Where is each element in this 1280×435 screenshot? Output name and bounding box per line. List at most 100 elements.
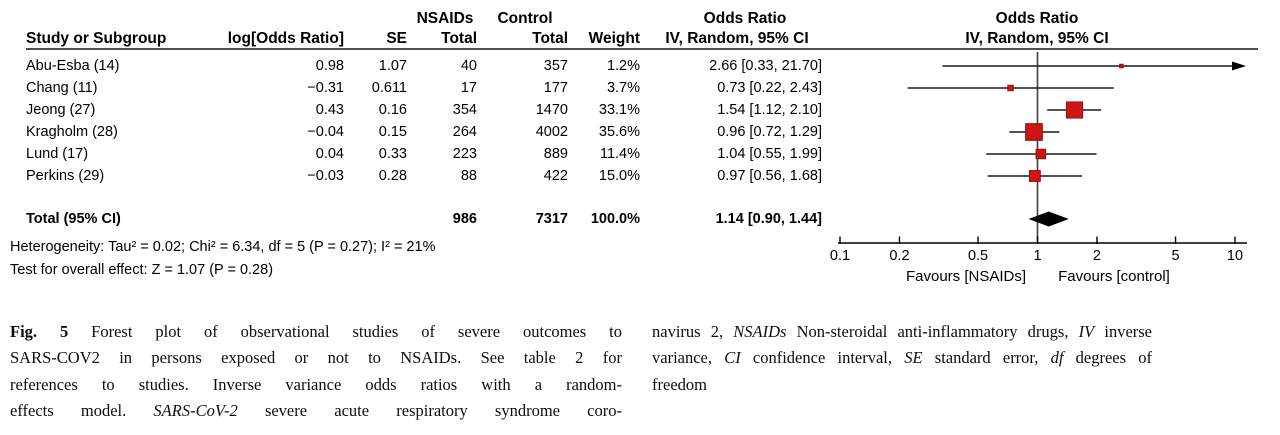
log-odds-ratio-value: −0.03	[307, 168, 344, 184]
caption-text: SARS-COV2 in persons exposed or not to N…	[10, 348, 622, 368]
log-odds-ratio-value: −0.04	[307, 124, 344, 140]
weight-value: 3.7%	[606, 80, 640, 96]
total-diamond	[1028, 211, 1069, 227]
study-label: Jeong (27)	[26, 102, 96, 118]
study-row: Jeong (27) 0.43 0.16 354 1470 33.1% 1.54 [1.12…	[0, 99, 1280, 121]
study-row: Chang (11) −0.31 0.611 17 177 3.7% 0.73 [0.22,…	[0, 77, 1280, 99]
log-odds-ratio-value: 0.04	[315, 146, 344, 162]
odds-ratio-ci-value: 1.54 [1.12, 2.10]	[717, 102, 822, 118]
nsaids-total-value: 223	[452, 146, 477, 162]
caption-right-column: navirus 2, NSAIDs Non-steroidal anti-inf…	[652, 319, 1152, 398]
control-total-value: 889	[543, 146, 568, 162]
header-nsaids-group: NSAIDs	[416, 10, 474, 27]
caption-text: standard error,	[922, 348, 1051, 368]
point-estimate-marker	[1119, 63, 1124, 69]
point-estimate-marker	[1065, 101, 1084, 119]
weight-value: 33.1%	[598, 102, 640, 118]
study-row: Perkins (29) −0.03 0.28 88 422 15.0% 0.97 [0.5…	[0, 165, 1280, 187]
point-estimate-marker	[1035, 148, 1047, 160]
control-total-value: 4002	[535, 124, 568, 140]
odds-ratio-ci-value: 1.14 [0.90, 1.44]	[715, 211, 822, 227]
caption-line: variance, CI confidence interval, SE sta…	[652, 345, 1152, 371]
weight-value: 100.0%	[590, 211, 640, 227]
caption-bold-text: Fig. 5	[10, 322, 69, 341]
caption-text: variance,	[652, 348, 725, 368]
caption-text: inverse	[1094, 322, 1152, 341]
weight-value: 1.2%	[606, 58, 640, 74]
axis-tick-label: 0.5	[967, 248, 989, 264]
total-row: Total (95% CI) 986 7317 100.0% 1.14 [0.90, 1…	[0, 208, 1280, 230]
se-value: 0.611	[371, 80, 407, 96]
log-odds-ratio-value: −0.31	[307, 80, 344, 96]
caption-text: severe acute respiratory syndrome coro-	[237, 401, 622, 421]
ci-arrow-right	[1232, 61, 1246, 71]
favours-right-label: Favours [control]	[1058, 268, 1170, 285]
header-nsaids-total: Total	[441, 30, 477, 47]
header-odds-ratio-text-column: Odds Ratio	[703, 10, 787, 27]
point-estimate-marker	[1025, 123, 1043, 141]
se-value: 1.07	[378, 58, 407, 74]
axis-tick-label: 10	[1226, 248, 1244, 264]
control-total-value: 422	[543, 168, 568, 184]
caption-left-column: Fig. 5 Forest plot of observational stud…	[10, 319, 622, 425]
forest-plot-graphic	[838, 52, 1247, 244]
caption-text: effects model.	[10, 401, 154, 421]
axis-tick-label: 5	[1171, 248, 1180, 264]
nsaids-total-value: 264	[452, 124, 477, 140]
study-label: Perkins (29)	[26, 168, 105, 184]
axis-tick-label: 2	[1092, 248, 1101, 264]
se-value: 0.16	[378, 102, 407, 118]
caption-line: freedom	[652, 372, 1152, 398]
caption-italic-text: IV	[1078, 322, 1095, 341]
study-label: Abu-Esba (14)	[26, 58, 120, 74]
overall-effect-text: Test for overall effect: Z = 1.07 (P = 0…	[10, 262, 274, 278]
header-log-odds-ratio: log[Odds Ratio]	[227, 30, 344, 47]
caption-text: confidence interval,	[740, 348, 905, 368]
control-total-value: 1470	[535, 102, 568, 118]
log-odds-ratio-value: 0.43	[315, 102, 344, 118]
nsaids-total-value: 986	[452, 211, 477, 227]
favours-left-label: Favours [NSAIDs]	[905, 268, 1027, 285]
caption-line: effects model. SARS-CoV-2 severe acute r…	[10, 398, 622, 424]
odds-ratio-ci-value: 2.66 [0.33, 21.70]	[709, 58, 822, 74]
se-value: 0.15	[378, 124, 407, 140]
caption-line: Fig. 5 Forest plot of observational stud…	[10, 319, 622, 345]
header-control-total: Total	[532, 30, 568, 47]
se-value: 0.33	[378, 146, 407, 162]
point-estimate-marker	[1007, 84, 1014, 92]
study-row: Abu-Esba (14) 0.98 1.07 40 357 1.2% 2.66 [0.33…	[0, 55, 1280, 77]
odds-ratio-ci-value: 0.97 [0.56, 1.68]	[717, 168, 822, 184]
study-row: Kragholm (28) −0.04 0.15 264 4002 35.6% 0.96 […	[0, 121, 1280, 143]
header-iv-random-ci-text: IV, Random, 95% CI	[665, 30, 809, 47]
caption-line: navirus 2, NSAIDs Non-steroidal anti-inf…	[652, 319, 1152, 345]
header-iv-random-ci-plot: IV, Random, 95% CI	[965, 30, 1109, 47]
control-total-value: 357	[543, 58, 568, 74]
se-value: 0.28	[378, 168, 407, 184]
study-label: Lund (17)	[26, 146, 89, 162]
nsaids-total-value: 17	[460, 80, 477, 96]
caption-text: Forest plot of observational studies of …	[68, 322, 622, 341]
weight-value: 11.4%	[599, 146, 640, 162]
point-estimate-marker	[1028, 170, 1041, 182]
header-weight: Weight	[588, 30, 640, 47]
header-odds-ratio-plot-column: Odds Ratio	[995, 10, 1079, 27]
heterogeneity-text: Heterogeneity: Tau² = 0.02; Chi² = 6.34,…	[10, 239, 436, 255]
caption-text: references to studies. Inverse variance …	[10, 374, 622, 394]
caption-line: SARS-COV2 in persons exposed or not to N…	[10, 345, 622, 371]
header-rule	[26, 48, 1258, 50]
log-odds-ratio-value: 0.98	[315, 58, 344, 74]
caption-italic-text: df	[1050, 348, 1064, 368]
nsaids-total-value: 88	[460, 168, 477, 184]
nsaids-total-value: 354	[452, 102, 477, 118]
header-control-group: Control	[497, 10, 553, 27]
caption-text: freedom	[652, 374, 707, 394]
caption-text: navirus 2,	[652, 322, 734, 341]
control-total-value: 177	[543, 80, 568, 96]
control-total-value: 7317	[535, 211, 568, 227]
caption-italic-text: NSAIDs	[733, 322, 787, 341]
odds-ratio-ci-value: 0.73 [0.22, 2.43]	[717, 80, 822, 96]
header-study-or-subgroup: Study or Subgroup	[26, 30, 167, 47]
caption-line: references to studies. Inverse variance …	[10, 372, 622, 398]
weight-value: 35.6%	[598, 124, 640, 140]
